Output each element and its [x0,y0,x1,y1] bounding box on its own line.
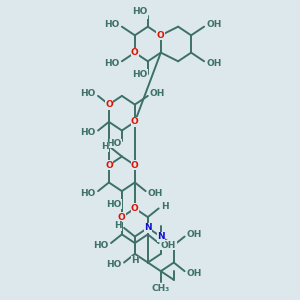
Text: O: O [131,204,139,213]
Text: CH₃: CH₃ [152,284,170,293]
Text: OH: OH [206,59,222,68]
Text: OH: OH [206,20,222,29]
Text: HO: HO [94,241,109,250]
Text: N: N [144,224,152,232]
Text: OH: OH [187,269,202,278]
Text: HO: HO [133,9,148,18]
Text: O: O [157,31,165,40]
Text: H: H [101,142,109,152]
Text: H: H [161,202,168,211]
Text: OH: OH [187,230,202,239]
Text: HO: HO [106,139,122,148]
Text: HO: HO [106,260,122,269]
Text: O: O [131,48,139,57]
Text: OH: OH [150,89,165,98]
Text: O: O [118,213,126,222]
Text: O: O [105,100,113,109]
Text: H: H [131,256,139,265]
Text: HO: HO [80,89,96,98]
Text: HO: HO [104,20,120,29]
Text: O: O [131,160,139,169]
Text: HO: HO [133,7,148,16]
Text: OH: OH [148,189,163,198]
Text: HO: HO [106,200,122,208]
Text: HO: HO [80,189,96,198]
Text: N: N [157,232,165,241]
Text: O: O [105,160,113,169]
Text: HO: HO [80,128,96,137]
Text: OH: OH [161,241,176,250]
Text: H: H [114,221,122,230]
Text: O: O [131,117,139,126]
Text: HO: HO [104,59,120,68]
Text: HO: HO [133,70,148,79]
